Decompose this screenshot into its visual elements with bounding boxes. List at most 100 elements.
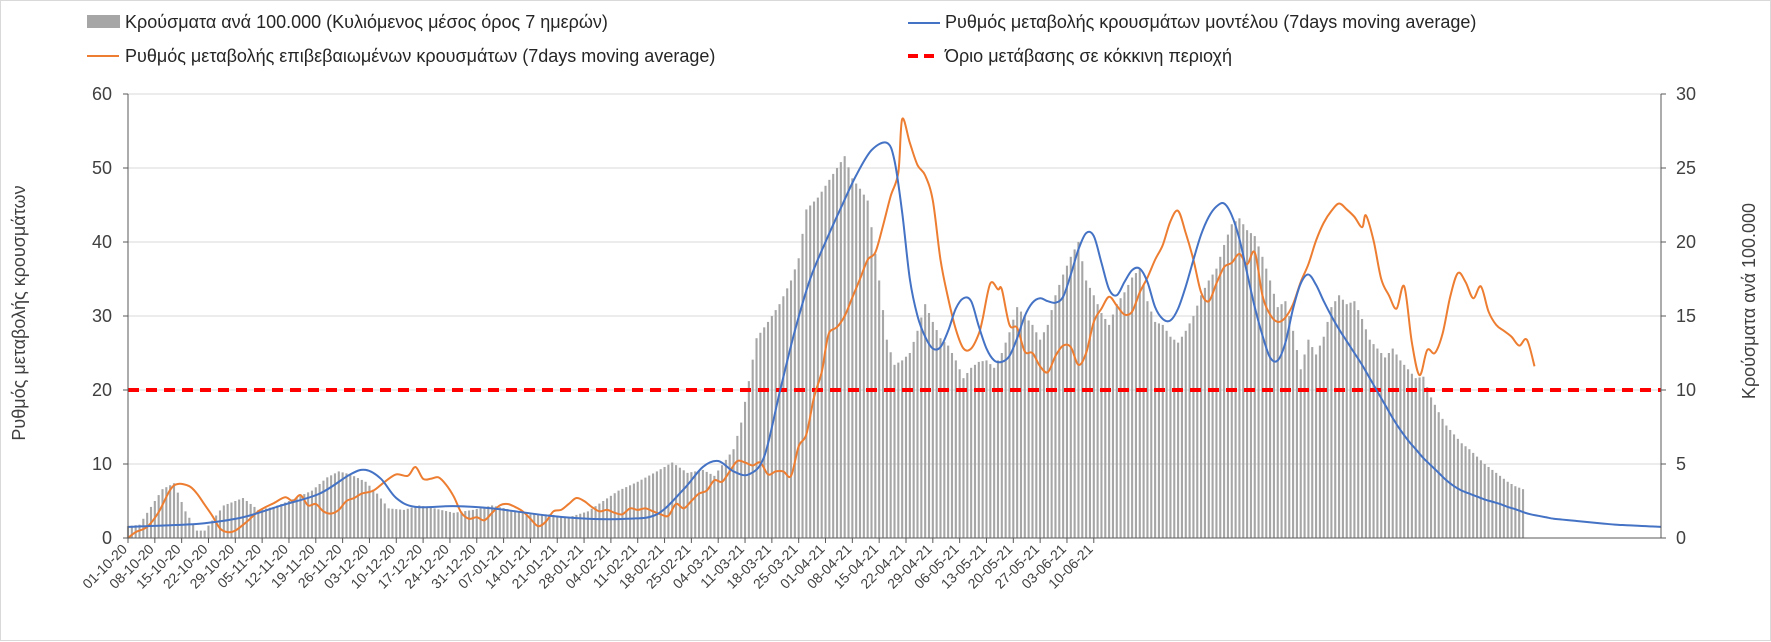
bar <box>1349 302 1352 538</box>
left-tick-label: 60 <box>92 84 112 104</box>
bar <box>659 469 662 538</box>
bar <box>609 495 612 538</box>
bar <box>1265 268 1268 538</box>
bar <box>778 304 781 538</box>
bar <box>322 480 325 538</box>
bar <box>1433 404 1436 538</box>
bar <box>307 492 310 538</box>
bar <box>820 191 823 538</box>
bar <box>947 345 950 538</box>
bar <box>422 506 425 538</box>
bar <box>962 378 965 538</box>
bar <box>1146 301 1149 538</box>
bar <box>755 338 758 538</box>
legend-threshold-label: Όριο μετάβασης σε κόκκινη περιοχή <box>944 46 1232 66</box>
bar <box>694 471 697 538</box>
bar <box>977 361 980 538</box>
legend-bars-swatch <box>87 15 120 28</box>
bar <box>973 364 977 538</box>
bar <box>1242 224 1245 539</box>
bar <box>1169 336 1172 538</box>
bar <box>491 505 494 538</box>
bar <box>993 367 996 538</box>
bar <box>1203 287 1206 538</box>
bar <box>291 499 294 538</box>
bar <box>1322 336 1325 538</box>
bar <box>1487 466 1490 538</box>
bar <box>276 505 279 538</box>
bar <box>835 168 839 538</box>
bar <box>1062 274 1065 538</box>
bar <box>1050 310 1053 538</box>
bar <box>506 508 509 538</box>
bar <box>1085 280 1088 538</box>
bar <box>1157 323 1160 538</box>
bar <box>667 464 670 538</box>
bar <box>1238 218 1241 538</box>
bar <box>441 510 444 538</box>
bar <box>169 485 172 538</box>
bar <box>1180 336 1183 538</box>
bar <box>1280 304 1283 538</box>
bar <box>337 471 340 538</box>
bar <box>471 509 474 538</box>
bar <box>556 515 559 538</box>
bar <box>364 481 367 538</box>
bar <box>188 517 191 538</box>
bar <box>586 511 589 538</box>
bar <box>1410 373 1413 538</box>
bar <box>878 280 881 538</box>
bar <box>525 513 528 538</box>
bar <box>418 505 421 538</box>
bar <box>996 360 1000 538</box>
legend: Κρούσματα ανά 100.000 (Κυλιόμενος μέσος … <box>87 12 1476 66</box>
bar <box>724 459 727 538</box>
bar <box>950 353 954 538</box>
bar <box>502 508 505 538</box>
bar <box>406 508 409 538</box>
bar <box>843 156 846 538</box>
bar <box>1272 293 1275 538</box>
bar <box>552 514 555 538</box>
bar <box>487 506 490 538</box>
bar <box>318 483 321 538</box>
bar <box>195 530 199 538</box>
right-tick-label: 30 <box>1676 84 1696 104</box>
bar <box>1292 330 1295 538</box>
line-series <box>127 117 1662 539</box>
bar <box>927 313 931 538</box>
bar <box>1226 234 1229 538</box>
bar <box>1295 350 1298 538</box>
bar <box>1230 224 1233 539</box>
bar <box>1326 321 1329 538</box>
bar <box>958 369 961 538</box>
bar <box>437 509 440 538</box>
bar <box>759 332 762 538</box>
bar <box>1165 330 1168 538</box>
bar <box>130 525 133 538</box>
bar <box>1142 284 1145 538</box>
bar <box>1215 268 1218 538</box>
bar <box>782 296 785 538</box>
bar <box>893 364 896 538</box>
bar <box>720 465 724 538</box>
bar <box>218 510 222 538</box>
model-rate-line <box>127 141 1662 528</box>
bar <box>678 467 681 538</box>
bar <box>429 507 432 538</box>
bar <box>786 288 789 538</box>
bar <box>245 501 248 538</box>
bar <box>533 514 536 538</box>
bar <box>215 515 218 538</box>
bar <box>548 514 551 538</box>
bar <box>368 485 371 538</box>
confirmed-rate-line <box>127 117 1536 539</box>
bar <box>1058 284 1061 538</box>
bar <box>529 514 532 538</box>
bar <box>1119 298 1122 538</box>
bar <box>1200 295 1203 538</box>
bar <box>1338 295 1341 538</box>
bar <box>889 352 892 538</box>
bar <box>839 162 842 538</box>
bar <box>176 492 179 538</box>
